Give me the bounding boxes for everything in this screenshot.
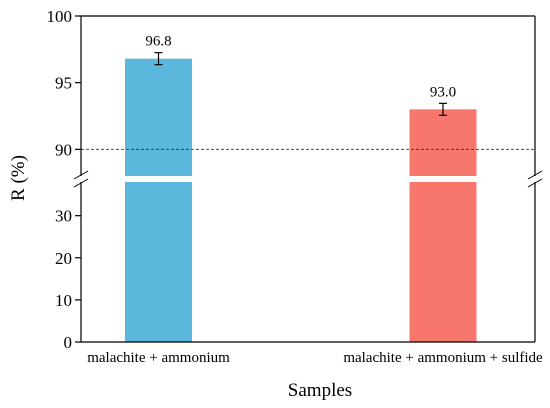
category-label-0: malachite + ammonium (87, 350, 230, 366)
bar-lower-1 (409, 182, 477, 342)
y-upper-tick-label-2: 100 (47, 7, 73, 26)
y-axis-title: R (%) (8, 155, 29, 201)
category-label-1: malachite + ammonium + sulfide (343, 350, 543, 366)
break-mark-top-1 (527, 170, 543, 180)
axis-break-gap (78, 176, 538, 182)
value-label-1: 93.0 (430, 84, 456, 100)
bar-upper-0 (125, 58, 192, 176)
y-lower-tick-label-3: 30 (55, 207, 72, 226)
bar-lower-0 (125, 182, 192, 342)
bars-group (125, 58, 477, 342)
break-mark-bottom-1 (527, 178, 543, 188)
error-bars-group (154, 52, 447, 116)
y-lower-tick-label-2: 20 (55, 249, 72, 268)
break-mark-bottom-0 (73, 178, 89, 188)
bar-upper-1 (409, 109, 477, 176)
y-upper-tick-label-1: 95 (55, 74, 72, 93)
y-upper-tick-label-0: 90 (55, 140, 72, 159)
break-mark-top-0 (73, 170, 89, 180)
value-label-0: 96.8 (145, 34, 171, 50)
x-axis-title: Samples (288, 380, 352, 401)
axis-ticks-group: 0 10 20 30 90 95 100 (47, 7, 81, 352)
labels-group: 96.8 malachite + ammonium 93.0 malachite + … (87, 34, 543, 366)
y-lower-tick-label-1: 10 (55, 291, 72, 310)
y-lower-tick-label-0: 0 (64, 333, 73, 352)
